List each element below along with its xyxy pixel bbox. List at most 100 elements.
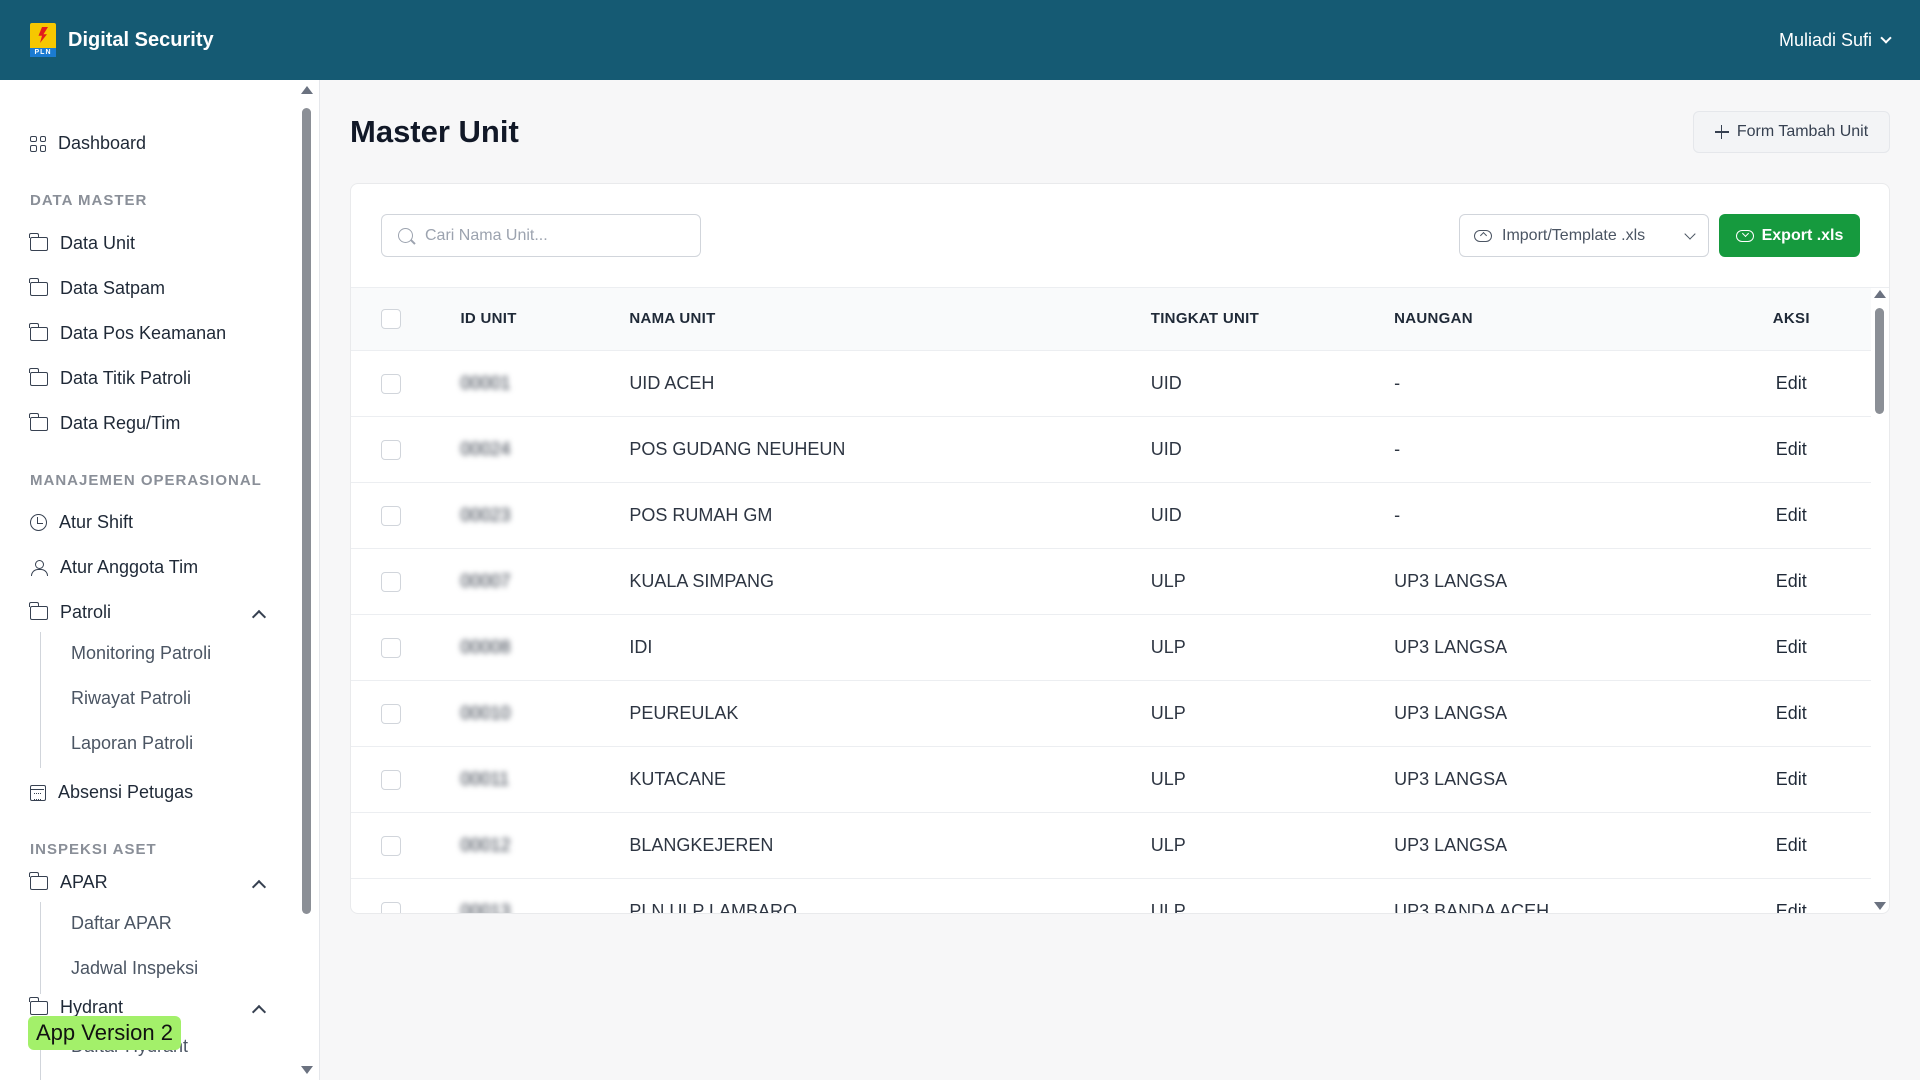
table-container: ID UNIT NAMA UNIT TINGKAT UNIT NAUNGAN A… xyxy=(351,287,1889,914)
edit-link[interactable]: Edit xyxy=(1775,504,1807,525)
column-header-tingkat[interactable]: TINGKAT UNIT xyxy=(1150,310,1260,328)
scroll-down-arrow-icon[interactable] xyxy=(1874,902,1886,910)
sidebar-item-absensi[interactable]: Absensi Petugas xyxy=(30,782,193,803)
row-checkbox[interactable] xyxy=(381,637,401,658)
row-checkbox[interactable] xyxy=(381,769,401,790)
cell-tingkat: UID xyxy=(1150,372,1182,393)
cell-nama: POS RUMAH GM xyxy=(629,504,773,525)
row-checkbox[interactable] xyxy=(381,901,401,913)
row-checkbox-cell xyxy=(351,548,460,614)
scroll-up-arrow-icon[interactable] xyxy=(1874,290,1886,298)
user-menu[interactable]: Muliadi Sufi xyxy=(1778,29,1892,51)
column-header-naungan[interactable]: NAUNGAN xyxy=(1394,310,1473,328)
select-all-checkbox[interactable] xyxy=(381,308,401,329)
cell-nama: BLANGKEJEREN xyxy=(629,834,774,855)
cloud-upload-icon xyxy=(1474,229,1492,242)
sidebar-item-riwayat-patroli[interactable]: Riwayat Patroli xyxy=(71,688,192,708)
unit-id: 00011 xyxy=(460,768,510,789)
scroll-down-arrow-icon[interactable] xyxy=(301,1066,313,1074)
column-header-aksi: AKSI xyxy=(1772,310,1810,328)
chevron-up-icon[interactable] xyxy=(251,609,267,625)
sidebar-item-data-pos[interactable]: Data Pos Keamanan xyxy=(29,322,226,344)
import-template-dropdown[interactable]: Import/Template .xls xyxy=(1459,214,1709,257)
sidebar-item-patroli[interactable]: Patroli xyxy=(29,601,112,623)
sidebar-item-label: Patroli xyxy=(60,602,112,622)
row-checkbox[interactable] xyxy=(381,505,401,526)
row-checkbox[interactable] xyxy=(381,439,401,460)
sidebar-item-jadwal-inspeksi[interactable]: Jadwal Inspeksi xyxy=(71,958,199,978)
row-checkbox-cell xyxy=(351,878,460,913)
unit-id: 00008 xyxy=(460,636,511,657)
row-checkbox[interactable] xyxy=(381,835,401,856)
sidebar-item-data-regu[interactable]: Data Regu/Tim xyxy=(29,412,180,434)
cell-tingkat: ULP xyxy=(1150,900,1186,914)
row-checkbox[interactable] xyxy=(381,571,401,592)
cell-tingkat: ULP xyxy=(1150,768,1186,789)
sidebar-item-apar[interactable]: APAR xyxy=(29,871,108,893)
search-input[interactable] xyxy=(425,226,675,245)
row-checkbox[interactable] xyxy=(381,703,401,724)
cell-tingkat: UID xyxy=(1150,504,1182,525)
sidebar-item-laporan-patroli[interactable]: Laporan Patroli xyxy=(71,733,194,753)
add-unit-button[interactable]: Form Tambah Unit xyxy=(1693,111,1890,153)
chevron-up-icon[interactable] xyxy=(251,879,267,895)
section-manajemen: MANAJEMEN OPERASIONAL xyxy=(30,472,262,489)
cell-naungan: - xyxy=(1394,504,1401,525)
sidebar-item-daftar-apar[interactable]: Daftar APAR xyxy=(71,913,172,933)
unit-id: 00012 xyxy=(460,834,511,855)
sidebar-item-data-titik[interactable]: Data Titik Patroli xyxy=(29,367,192,389)
page-title: Master Unit xyxy=(350,114,519,149)
row-checkbox-cell xyxy=(351,614,460,680)
row-checkbox[interactable] xyxy=(381,373,401,394)
sidebar-item-monitoring-patroli[interactable]: Monitoring Patroli xyxy=(71,643,212,663)
column-header-nama[interactable]: NAMA UNIT xyxy=(629,310,716,328)
app-version-badge: App Version 2 xyxy=(28,1016,181,1050)
table-header-row: ID UNIT NAMA UNIT TINGKAT UNIT NAUNGAN A… xyxy=(351,288,1871,350)
cell-naungan: UP3 LANGSA xyxy=(1394,570,1508,591)
search-icon xyxy=(398,228,413,243)
chevron-up-icon[interactable] xyxy=(251,1004,267,1020)
cell-id: 00024 xyxy=(460,416,629,482)
edit-link[interactable]: Edit xyxy=(1775,636,1807,657)
sidebar-item-data-unit[interactable]: Data Unit xyxy=(29,232,135,254)
sidebar-item-atur-anggota[interactable]: Atur Anggota Tim xyxy=(30,557,198,578)
table-row: 00013 PLN ULP LAMBARO ULP UP3 BANDA ACEH… xyxy=(351,878,1871,914)
edit-link[interactable]: Edit xyxy=(1775,834,1807,855)
cell-nama: KUTACANE xyxy=(629,768,726,789)
sidebar-item-atur-shift[interactable]: Atur Shift xyxy=(30,512,133,533)
brand[interactable]: PLN Digital Security xyxy=(30,23,214,57)
calendar-icon xyxy=(30,784,46,801)
row-checkbox-cell xyxy=(351,350,460,416)
folder-icon xyxy=(29,412,48,431)
dashboard-icon xyxy=(30,135,46,152)
sidebar-item-label: Atur Shift xyxy=(59,512,134,532)
edit-link[interactable]: Edit xyxy=(1775,702,1807,723)
edit-link[interactable]: Edit xyxy=(1775,768,1807,789)
table-row: 00012 BLANGKEJEREN ULP UP3 LANGSA Edit xyxy=(351,812,1871,878)
edit-link[interactable]: Edit xyxy=(1775,570,1807,591)
cell-id: 00011 xyxy=(460,746,629,812)
sidebar-item-dashboard[interactable]: Dashboard xyxy=(30,133,146,154)
scrollbar-thumb[interactable] xyxy=(1875,308,1884,414)
table-scrollbar[interactable] xyxy=(1873,290,1886,910)
unit-id: 00023 xyxy=(460,504,511,525)
search-box[interactable] xyxy=(381,214,701,257)
edit-link[interactable]: Edit xyxy=(1775,438,1807,459)
sidebar-item-hydrant[interactable]: Hydrant xyxy=(29,996,123,1018)
sidebar-item-data-satpam[interactable]: Data Satpam xyxy=(29,277,165,299)
export-button[interactable]: Export .xls xyxy=(1719,214,1860,257)
cell-tingkat: ULP xyxy=(1150,834,1186,855)
folder-icon xyxy=(29,601,48,620)
cell-aksi: Edit xyxy=(1742,482,1871,548)
sidebar-item-label: Atur Anggota Tim xyxy=(60,557,199,577)
sidebar-item-label: Data Titik Patroli xyxy=(60,368,192,388)
sidebar-scrollbar[interactable] xyxy=(301,86,313,1074)
user-name: Muliadi Sufi xyxy=(1778,29,1872,50)
folder-icon xyxy=(29,322,48,341)
edit-link[interactable]: Edit xyxy=(1775,900,1807,914)
scrollbar-thumb[interactable] xyxy=(302,108,311,914)
column-header-id[interactable]: ID UNIT xyxy=(460,310,517,328)
edit-link[interactable]: Edit xyxy=(1775,372,1807,393)
scroll-up-arrow-icon[interactable] xyxy=(301,86,313,94)
cell-aksi: Edit xyxy=(1742,878,1871,914)
